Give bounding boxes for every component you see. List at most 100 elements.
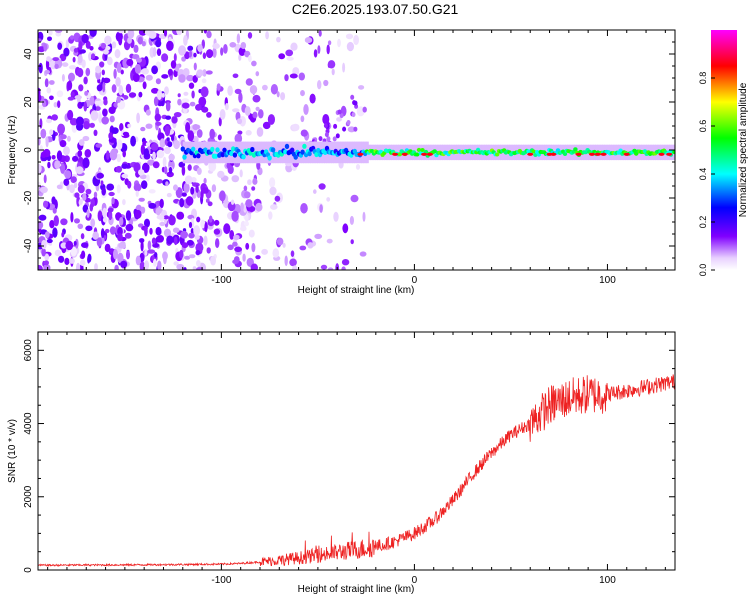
heatmap-cell — [77, 150, 83, 158]
heatmap-marks — [38, 30, 675, 270]
heatmap-cell — [147, 249, 156, 254]
heatmap-cell — [77, 54, 83, 64]
heatmap-cell — [57, 123, 65, 135]
heatmap-cell — [96, 84, 103, 92]
heatmap-cell — [179, 249, 184, 259]
heatmap-cell — [161, 74, 169, 79]
heatmap-cell — [179, 198, 185, 208]
heatmap-cell — [239, 116, 246, 127]
heatmap-cell — [89, 30, 97, 37]
heatmap-cell — [342, 62, 346, 73]
heatmap-cell — [127, 37, 132, 44]
heatmap-cell — [166, 171, 174, 178]
heatmap-cell — [317, 80, 322, 90]
heatmap-cell — [182, 102, 190, 109]
heatmap-cell — [550, 152, 557, 156]
heatmap-cell — [71, 123, 78, 133]
heatmap-cell — [247, 32, 253, 39]
spectrogram-xlabel: Height of straight line (km) — [298, 285, 415, 296]
heatmap-cell — [276, 237, 284, 246]
heatmap-cell — [173, 261, 179, 266]
heatmap-cell — [103, 49, 109, 55]
heatmap-cell — [623, 152, 630, 156]
figure-title: C2E6.2025.193.07.50.G21 — [292, 1, 459, 17]
heatmap-cell — [126, 250, 130, 260]
heatmap-cell — [58, 255, 65, 263]
heatmap-cell — [218, 117, 222, 127]
heatmap-cell — [283, 149, 288, 155]
heatmap-cell — [227, 244, 234, 251]
heatmap-cell — [252, 111, 258, 119]
heatmap-cell — [155, 121, 162, 126]
heatmap-cell — [54, 160, 61, 170]
heatmap-cell — [81, 242, 89, 249]
heatmap-cell — [300, 149, 305, 155]
heatmap-cell — [196, 69, 204, 77]
snr-xlabel: Height of straight line (km) — [298, 584, 415, 595]
heatmap-cell — [317, 45, 321, 54]
heatmap-cell — [168, 215, 176, 226]
heatmap-cell — [262, 121, 271, 130]
heatmap-cell — [276, 91, 280, 98]
heatmap-cell — [215, 141, 219, 164]
heatmap-cell — [242, 253, 246, 262]
heatmap-cell — [210, 255, 217, 266]
heatmap-cell — [166, 192, 172, 198]
heatmap-cell — [231, 146, 236, 152]
heatmap-cell — [125, 223, 134, 232]
y-tick-label: 4000 — [23, 412, 34, 435]
heatmap-cell — [133, 162, 141, 173]
heatmap-cell — [244, 106, 251, 116]
heatmap-cell — [185, 122, 191, 133]
heatmap-cell — [353, 100, 358, 106]
heatmap-cell — [144, 226, 148, 237]
heatmap-cell — [165, 115, 172, 120]
heatmap-cell — [49, 129, 54, 136]
heatmap-cell — [152, 151, 156, 160]
heatmap-cell — [41, 247, 46, 257]
heatmap-cell — [139, 238, 145, 243]
heatmap-cell — [40, 128, 47, 139]
heatmap-cell — [156, 179, 163, 184]
heatmap-cell — [256, 161, 261, 170]
heatmap-cell — [347, 126, 356, 133]
heatmap-cell — [426, 152, 433, 156]
heatmap-cell — [102, 77, 111, 84]
heatmap-cell — [65, 39, 70, 49]
heatmap-cell — [121, 163, 129, 169]
heatmap-cell — [74, 192, 80, 198]
heatmap-cell — [184, 51, 190, 60]
heatmap-cell — [195, 242, 204, 253]
heatmap-cell — [420, 148, 425, 152]
heatmap-cell — [43, 260, 50, 266]
heatmap-cell — [154, 113, 161, 122]
y-tick-label: 6000 — [23, 339, 34, 362]
spectrogram-ticks: -100 0 100 -40 -20 0 20 40 — [23, 30, 675, 286]
heatmap-cell — [148, 30, 157, 39]
heatmap-cell — [49, 220, 55, 229]
heatmap-cell — [185, 196, 194, 206]
heatmap-cell — [318, 30, 322, 37]
heatmap-cell — [108, 210, 113, 221]
heatmap-cell — [120, 69, 124, 75]
y-tick-label: 2000 — [23, 485, 34, 508]
heatmap-cell — [111, 41, 117, 49]
heatmap-cell — [208, 215, 213, 223]
heatmap-cell — [229, 42, 237, 48]
heatmap-cell — [116, 62, 122, 73]
heatmap-cell — [533, 153, 538, 157]
heatmap-cell — [342, 223, 349, 234]
heatmap-cell — [190, 228, 194, 235]
heatmap-cell — [75, 166, 84, 175]
heatmap-cell — [145, 74, 153, 81]
heatmap-cell — [225, 103, 229, 111]
heatmap-cell — [51, 155, 56, 160]
heatmap-cell — [350, 94, 355, 100]
heatmap-cell — [83, 76, 88, 85]
heatmap-cell — [38, 221, 44, 230]
heatmap-cell — [177, 93, 181, 98]
heatmap-cell — [56, 150, 63, 161]
spectrogram-ylabel: Frequency (Hz) — [7, 116, 18, 185]
heatmap-cell — [255, 202, 263, 212]
heatmap-cell — [192, 75, 198, 83]
